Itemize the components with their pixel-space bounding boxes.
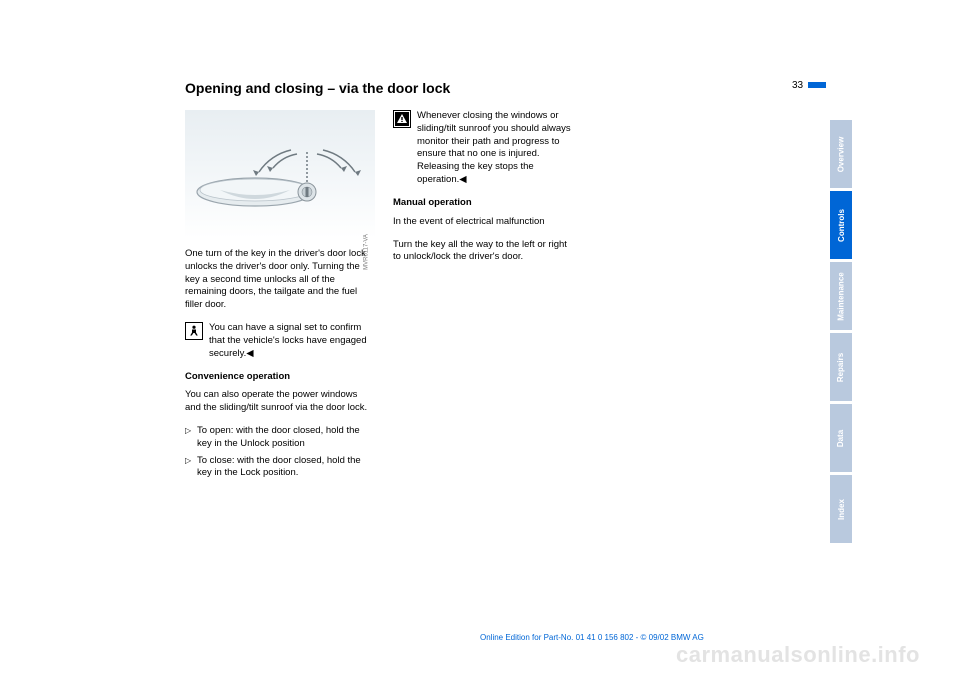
subheading: Manual operation [393, 197, 575, 210]
tab-maintenance[interactable]: Maintenance [830, 262, 852, 330]
person-icon [185, 322, 203, 340]
list-item: To open: with the door closed, hold the … [185, 425, 375, 451]
subheading: Convenience operation [185, 371, 375, 384]
footer-text: Online Edition for Part-No. 01 41 0 156 … [480, 633, 704, 642]
side-tabs: Overview Controls Maintenance Repairs Da… [830, 120, 852, 546]
tab-label: Index [837, 499, 846, 520]
paragraph: Turn the key all the way to the left or … [393, 239, 575, 265]
door-lock-figure: MVR0117-VA [185, 110, 375, 238]
list-item: To close: with the door closed, hold the… [185, 455, 375, 481]
tab-label: Controls [837, 209, 846, 242]
warning-box: Whenever closing the windows or sliding/… [393, 110, 575, 187]
column-3 [593, 110, 775, 484]
tab-repairs[interactable]: Repairs [830, 333, 852, 401]
page-number: 33 [792, 80, 803, 91]
page: 33 Opening and closing – via the door lo… [0, 0, 960, 678]
tab-index[interactable]: Index [830, 475, 852, 543]
column-1: MVR0117-VA One turn of the key in the dr… [185, 110, 375, 484]
bullet-icon [185, 425, 193, 451]
tip-text: You can have a signal set to confirm tha… [209, 322, 375, 360]
tab-overview[interactable]: Overview [830, 120, 852, 188]
paragraph: One turn of the key in the driver's door… [185, 248, 375, 312]
paragraph: In the event of electrical malfunction [393, 216, 575, 229]
tab-controls[interactable]: Controls [830, 191, 852, 259]
content-area: Opening and closing – via the door lock [185, 80, 775, 484]
bullet-text: To open: with the door closed, hold the … [197, 425, 375, 451]
tab-label: Maintenance [837, 272, 846, 320]
columns: MVR0117-VA One turn of the key in the dr… [185, 110, 775, 484]
page-marker [808, 82, 826, 88]
bullet-text: To close: with the door closed, hold the… [197, 455, 375, 481]
bullet-icon [185, 455, 193, 481]
watermark: carmanualsonline.info [676, 642, 920, 668]
tab-label: Repairs [837, 352, 846, 381]
warning-text: Whenever closing the windows or sliding/… [417, 110, 575, 187]
column-2: Whenever closing the windows or sliding/… [393, 110, 575, 484]
tab-data[interactable]: Data [830, 404, 852, 472]
tab-label: Data [837, 429, 846, 446]
page-title: Opening and closing – via the door lock [185, 80, 775, 96]
figure-label: MVR0117-VA [363, 234, 371, 270]
door-handle-svg [185, 110, 375, 238]
tab-label: Overview [837, 136, 846, 172]
warning-icon [393, 110, 411, 128]
paragraph: You can also operate the power windows a… [185, 389, 375, 415]
tip-box: You can have a signal set to confirm tha… [185, 322, 375, 360]
